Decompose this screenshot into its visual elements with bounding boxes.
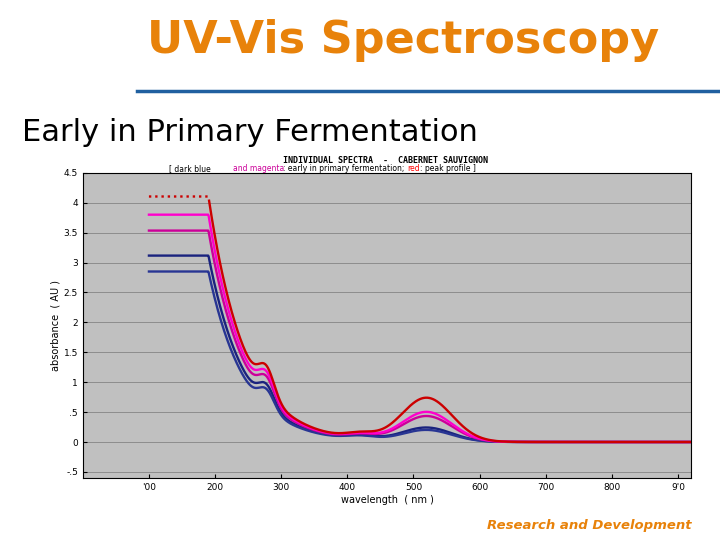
- Text: INDIVIDUAL SPECTRA  -  CABERNET SAUVIGNON: INDIVIDUAL SPECTRA - CABERNET SAUVIGNON: [283, 156, 487, 165]
- Text: red: red: [407, 164, 420, 173]
- Y-axis label: absorbance  ( AU ): absorbance ( AU ): [51, 280, 60, 371]
- Text: Early in Primary Fermentation: Early in Primary Fermentation: [22, 118, 477, 147]
- Text: [ dark blue: [ dark blue: [169, 164, 216, 173]
- X-axis label: wavelength  ( nm ): wavelength ( nm ): [341, 495, 433, 504]
- Text: and magenta: and magenta: [233, 164, 284, 173]
- Text: : early in primary fermentation;: : early in primary fermentation;: [283, 164, 409, 173]
- Text: : peak profile ]: : peak profile ]: [420, 164, 477, 173]
- Text: UV-Vis Spectroscopy: UV-Vis Spectroscopy: [147, 19, 660, 62]
- Text: Research and Development: Research and Development: [487, 519, 691, 532]
